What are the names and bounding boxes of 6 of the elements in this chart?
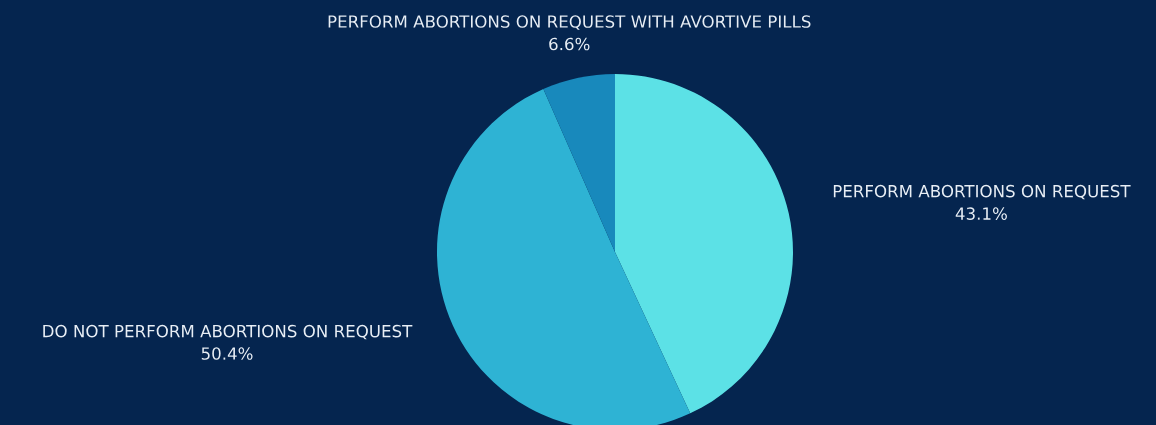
data-label: 50.4%	[201, 347, 253, 360]
slice-label: PERFORM ABORTIONS ON REQUEST WITH AVORTIVE PILLS	[328, 15, 811, 30]
data-label: 6.6%	[549, 37, 590, 51]
slice-label: DO NOT PERFORM ABORTIONS ON REQUEST	[43, 324, 413, 340]
data-label: 43.1%	[955, 207, 1007, 220]
slice-label: PERFORM ABORTIONS ON REQUEST	[833, 184, 1131, 200]
